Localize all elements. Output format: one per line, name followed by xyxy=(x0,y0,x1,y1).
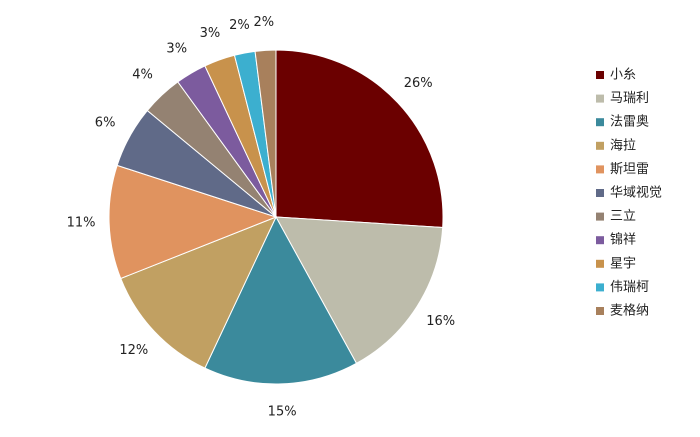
legend-label: 华域视觉 xyxy=(610,186,662,201)
data-label: 12% xyxy=(119,343,148,358)
legend-label: 法雷奥 xyxy=(610,115,649,130)
pie-slice xyxy=(275,216,444,365)
pie-slice xyxy=(120,216,277,369)
legend-swatch xyxy=(596,283,604,292)
legend-label: 斯坦雷 xyxy=(610,162,649,177)
legend-label: 麦格纳 xyxy=(610,303,649,319)
data-label: 3% xyxy=(200,26,221,41)
legend-swatch xyxy=(596,189,604,197)
pie-slice xyxy=(204,215,358,385)
legend-swatch xyxy=(596,236,604,245)
data-label: 2% xyxy=(229,18,250,33)
legend-swatch xyxy=(596,259,604,268)
data-label: 11% xyxy=(67,216,96,231)
legend-swatch xyxy=(596,71,604,79)
legend-label: 伟瑞柯 xyxy=(610,280,649,295)
legend-label: 小糸 xyxy=(610,68,636,83)
legend-label: 三立 xyxy=(610,209,636,224)
legend-swatch xyxy=(596,307,604,315)
legend-label: 锦祥 xyxy=(610,233,636,248)
legend-swatch xyxy=(596,165,604,174)
pie-slice xyxy=(275,49,444,229)
legend-swatch xyxy=(596,141,604,150)
data-label: 15% xyxy=(268,404,297,419)
legend-swatch xyxy=(596,212,604,221)
legend-label: 星宇 xyxy=(610,256,636,271)
pie-slice xyxy=(254,49,277,218)
legend-swatch xyxy=(596,94,604,103)
data-label: 26% xyxy=(404,76,433,91)
pie-slice xyxy=(108,164,278,280)
data-label: 6% xyxy=(95,116,116,131)
data-label: 3% xyxy=(166,42,187,57)
legend-swatch xyxy=(596,118,604,127)
data-label: 16% xyxy=(426,314,455,329)
data-label: 2% xyxy=(253,15,274,30)
data-label: 4% xyxy=(132,67,153,82)
legend-label: 马瑞利 xyxy=(610,91,649,106)
legend-label: 海拉 xyxy=(610,138,636,153)
